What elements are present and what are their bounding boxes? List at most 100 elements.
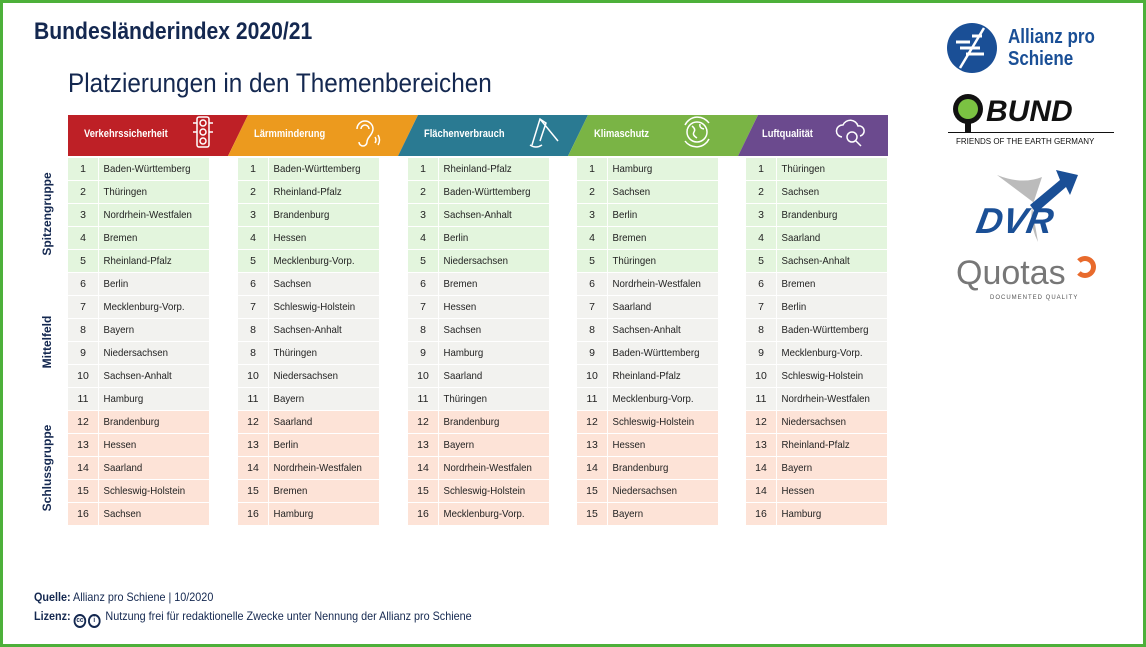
table-row: 7 Berlin bbox=[746, 296, 887, 319]
rank: 1 bbox=[589, 163, 595, 175]
table-row: 16 Hamburg bbox=[746, 503, 887, 526]
dvr-emblem-icon bbox=[997, 170, 1078, 242]
rank: 8 bbox=[589, 324, 595, 336]
state-name: Brandenburg bbox=[438, 411, 499, 433]
state-name: Bremen bbox=[607, 227, 646, 249]
state-name: Saarland bbox=[268, 411, 312, 433]
table-row: 10 Rheinland-Pfalz bbox=[577, 365, 718, 388]
rank: 6 bbox=[420, 278, 426, 290]
state-name: Bayern bbox=[268, 388, 304, 410]
rank: 13 bbox=[247, 439, 259, 451]
ranking-column: 1 Baden-Württemberg 2 Rheinland-Pfalz 3 Brand… bbox=[238, 158, 379, 526]
table-row: 2 Baden-Württemberg bbox=[408, 181, 549, 204]
state-name: Bremen bbox=[98, 227, 137, 249]
ranking-column: 1 Baden-Württemberg 2 Thüringen 3 Nordrhein-W… bbox=[68, 158, 209, 526]
table-row: 5 Thüringen bbox=[577, 250, 718, 273]
quotas-q-icon bbox=[1074, 256, 1096, 278]
rank: 9 bbox=[589, 347, 595, 359]
state-name: Saarland bbox=[607, 296, 651, 318]
state-name: Berlin bbox=[268, 434, 298, 456]
table-row: 13 Hessen bbox=[577, 434, 718, 457]
state-name: Hamburg bbox=[268, 503, 313, 525]
table-row: 4 Hessen bbox=[238, 227, 379, 250]
state-name: Brandenburg bbox=[607, 457, 668, 479]
rank: 14 bbox=[247, 462, 259, 474]
table-row: 16 Sachsen bbox=[68, 503, 209, 526]
table-row: 12 Brandenburg bbox=[68, 411, 209, 434]
license-line: Lizenz: cc i Nutzung frei für redaktionel… bbox=[34, 609, 472, 628]
rank: 15 bbox=[586, 485, 598, 497]
rank: 14 bbox=[755, 485, 767, 497]
table-row: 15 Bayern bbox=[577, 503, 718, 526]
allianz-logo-text: Allianz pro Schiene bbox=[1008, 26, 1095, 70]
table-row: 15 Schleswig-Holstein bbox=[408, 480, 549, 503]
state-name: Baden-Württemberg bbox=[607, 342, 700, 364]
rank: 10 bbox=[586, 370, 598, 382]
rank: 4 bbox=[420, 232, 426, 244]
rank: 12 bbox=[247, 416, 259, 428]
rank: 8 bbox=[80, 324, 86, 336]
state-name: Sachsen bbox=[438, 319, 481, 341]
table-row: 5 Mecklenburg-Vorp. bbox=[238, 250, 379, 273]
category-header-bar: Verkehrssicherheit Lärmminderung Flächen… bbox=[68, 115, 888, 156]
table-row: 12 Niedersachsen bbox=[746, 411, 887, 434]
source-text: Allianz pro Schiene | 10/2020 bbox=[73, 590, 214, 604]
table-row: 8 Baden-Württemberg bbox=[746, 319, 887, 342]
table-row: 12 Schleswig-Holstein bbox=[577, 411, 718, 434]
table-row: 11 Hamburg bbox=[68, 388, 209, 411]
rank: 1 bbox=[758, 163, 764, 175]
state-name: Sachsen bbox=[268, 273, 311, 295]
rank: 13 bbox=[77, 439, 89, 451]
rank: 11 bbox=[755, 393, 767, 405]
dvr-logo-text: DVR bbox=[973, 200, 1057, 241]
state-name: Rheinland-Pfalz bbox=[268, 181, 342, 203]
state-name: Saarland bbox=[438, 365, 482, 387]
table-row: 7 Mecklenburg-Vorp. bbox=[68, 296, 209, 319]
table-row: 6 Bremen bbox=[408, 273, 549, 296]
rank: 8 bbox=[420, 324, 426, 336]
state-name: Bayern bbox=[776, 457, 812, 479]
rank: 6 bbox=[250, 278, 256, 290]
rank: 4 bbox=[250, 232, 256, 244]
table-row: 8 Bayern bbox=[68, 319, 209, 342]
table-row: 1 Thüringen bbox=[746, 158, 887, 181]
rank: 16 bbox=[755, 508, 767, 520]
table-row: 4 Berlin bbox=[408, 227, 549, 250]
state-name: Berlin bbox=[607, 204, 637, 226]
table-row: 11 Thüringen bbox=[408, 388, 549, 411]
category-label: Flächenverbrauch bbox=[424, 128, 505, 140]
table-row: 12 Saarland bbox=[238, 411, 379, 434]
state-name: Berlin bbox=[98, 273, 128, 295]
state-name: Hamburg bbox=[607, 158, 652, 180]
state-name: Sachsen-Anhalt bbox=[98, 365, 172, 387]
rank: 14 bbox=[755, 462, 767, 474]
table-row: 11 Mecklenburg-Vorp. bbox=[577, 388, 718, 411]
table-row: 15 Bremen bbox=[238, 480, 379, 503]
group-label-bottom: Schlussgruppe bbox=[40, 424, 54, 512]
rank: 5 bbox=[589, 255, 595, 267]
state-name: Baden-Württemberg bbox=[438, 181, 531, 203]
rank: 3 bbox=[758, 209, 764, 221]
table-row: 13 Berlin bbox=[238, 434, 379, 457]
state-name: Baden-Württemberg bbox=[776, 319, 869, 341]
rank: 6 bbox=[758, 278, 764, 290]
allianz-emblem-icon bbox=[947, 23, 997, 73]
state-name: Sachsen-Anhalt bbox=[268, 319, 342, 341]
state-name: Sachsen-Anhalt bbox=[438, 204, 512, 226]
state-name: Hamburg bbox=[438, 342, 483, 364]
table-row: 2 Sachsen bbox=[746, 181, 887, 204]
rank: 15 bbox=[586, 508, 598, 520]
table-row: 14 Nordrhein-Westfalen bbox=[238, 457, 379, 480]
state-name: Thüringen bbox=[268, 342, 317, 364]
globe-icon bbox=[684, 116, 710, 148]
state-name: Bayern bbox=[98, 319, 134, 341]
bund-logo-text: BUND bbox=[986, 95, 1073, 128]
state-name: Schleswig-Holstein bbox=[98, 480, 185, 502]
rank: 3 bbox=[250, 209, 256, 221]
rank: 11 bbox=[77, 393, 89, 405]
rank: 5 bbox=[80, 255, 86, 267]
rank: 7 bbox=[589, 301, 595, 313]
table-row: 1 Baden-Württemberg bbox=[238, 158, 379, 181]
rank: 9 bbox=[758, 347, 764, 359]
